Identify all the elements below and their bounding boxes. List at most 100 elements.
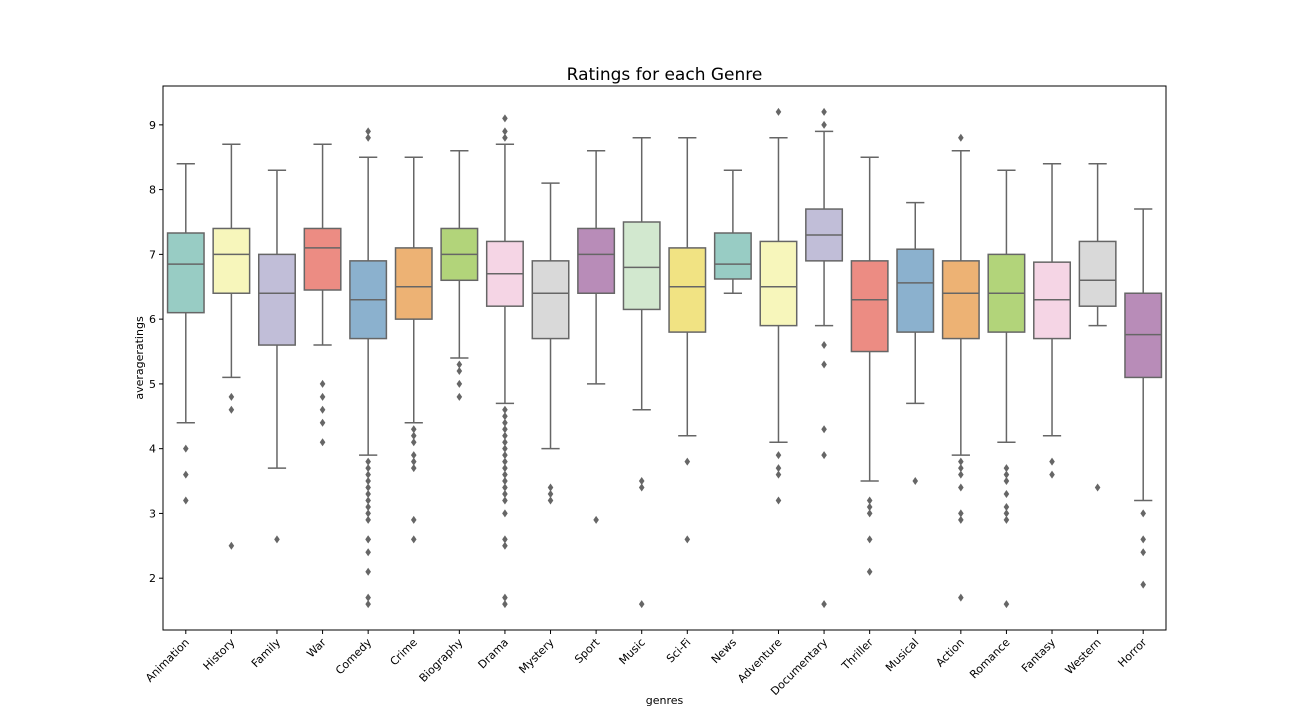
outlier-point <box>821 425 827 434</box>
x-tick-label: Sport <box>572 635 603 666</box>
outlier-point <box>456 366 463 375</box>
box-iqr <box>622 221 661 311</box>
outlier-point <box>958 470 964 479</box>
outlier-point <box>775 464 782 473</box>
outlier-point <box>228 405 235 414</box>
outlier-point <box>410 535 417 544</box>
y-tick-label: 7 <box>149 248 156 261</box>
outlier-point <box>502 490 508 498</box>
outlier-point <box>1094 483 1101 492</box>
y-tick-label: 8 <box>149 184 156 197</box>
outlier-point <box>502 438 508 447</box>
outlier-point <box>547 490 554 498</box>
box-iqr <box>394 247 433 320</box>
outlier-point <box>182 496 189 505</box>
outlier-point <box>821 120 827 129</box>
y-tick-label: 9 <box>149 119 156 132</box>
outlier-point <box>775 496 782 505</box>
outlier-point <box>365 477 371 486</box>
outlier-point <box>502 425 508 434</box>
outlier-point <box>638 600 645 609</box>
box-iqr <box>759 240 798 327</box>
box-fantasy <box>1033 162 1072 479</box>
box-iqr <box>941 260 980 340</box>
outlier-point <box>775 470 782 479</box>
box-war <box>303 143 342 447</box>
outlier-point <box>866 509 873 518</box>
outlier-point <box>547 483 554 492</box>
outlier-point <box>319 379 326 388</box>
outlier-point <box>1003 490 1010 498</box>
outlier-point <box>410 431 417 440</box>
outlier-point <box>228 541 235 550</box>
x-tick-label: Comedy <box>333 636 375 678</box>
outlier-point <box>502 127 508 136</box>
outlier-point <box>182 470 189 479</box>
outlier-point <box>502 405 508 414</box>
outlier-point <box>958 509 964 518</box>
outlier-point <box>958 133 964 142</box>
outlier-point <box>410 425 417 434</box>
outlier-point <box>866 567 873 576</box>
outlier-point <box>502 470 508 479</box>
x-tick-label: Sci-Fi <box>664 636 693 665</box>
box-iqr <box>531 260 570 340</box>
box-iqr <box>896 248 935 333</box>
outlier-point <box>274 535 280 544</box>
box-musical <box>896 201 935 486</box>
outlier-point <box>319 392 326 401</box>
outlier-point <box>821 360 827 369</box>
box-iqr <box>850 260 889 353</box>
outlier-point <box>410 451 417 460</box>
x-tick-label: Adventure <box>735 636 785 686</box>
box-iqr <box>257 253 296 346</box>
box-iqr <box>303 227 342 291</box>
outlier-point <box>1003 470 1010 479</box>
y-tick-label: 5 <box>149 378 156 391</box>
outlier-point <box>1049 457 1055 466</box>
outlier-point <box>502 483 508 492</box>
outlier-point <box>319 438 326 447</box>
outlier-point <box>502 444 508 453</box>
outlier-point <box>958 593 964 602</box>
outlier-point <box>1003 509 1010 518</box>
x-tick-label: Music <box>616 636 647 667</box>
outlier-point <box>365 464 371 473</box>
box-music <box>622 137 661 609</box>
box-horror <box>1124 208 1163 589</box>
x-tick-label: Crime <box>388 636 421 669</box>
x-tick-label: Romance <box>967 636 1013 682</box>
outlier-point <box>866 535 873 544</box>
outlier-point <box>821 600 827 609</box>
outlier-point <box>684 535 691 544</box>
box-iqr <box>166 232 205 314</box>
outlier-point <box>684 457 691 466</box>
outlier-point <box>365 127 371 136</box>
outlier-point <box>228 392 235 401</box>
outlier-point <box>365 567 371 576</box>
outlier-point <box>365 515 371 524</box>
box-animation <box>166 162 205 505</box>
box-iqr <box>212 227 251 294</box>
outlier-point <box>1003 515 1010 524</box>
outlier-point <box>502 457 508 466</box>
outlier-point <box>502 600 508 609</box>
outlier-point <box>1003 477 1010 486</box>
box-drama <box>485 114 524 609</box>
x-tick-label: Biography <box>417 636 466 685</box>
x-tick-label: Western <box>1063 636 1104 677</box>
outlier-point <box>866 502 873 511</box>
outlier-point <box>958 483 964 492</box>
y-axis-label: averageratings <box>133 316 146 400</box>
y-tick-label: 2 <box>149 572 156 585</box>
x-tick-label: News <box>709 636 739 666</box>
outlier-point <box>775 451 782 460</box>
x-tick-label: War <box>304 636 329 661</box>
outlier-point <box>410 457 417 466</box>
outlier-point <box>365 496 371 505</box>
outlier-point <box>502 496 508 505</box>
box-news <box>713 169 752 294</box>
outlier-point <box>365 490 371 498</box>
outlier-point <box>821 107 827 116</box>
x-axis: Animation History Family War Comedy CrimeBiog… <box>143 630 1150 698</box>
